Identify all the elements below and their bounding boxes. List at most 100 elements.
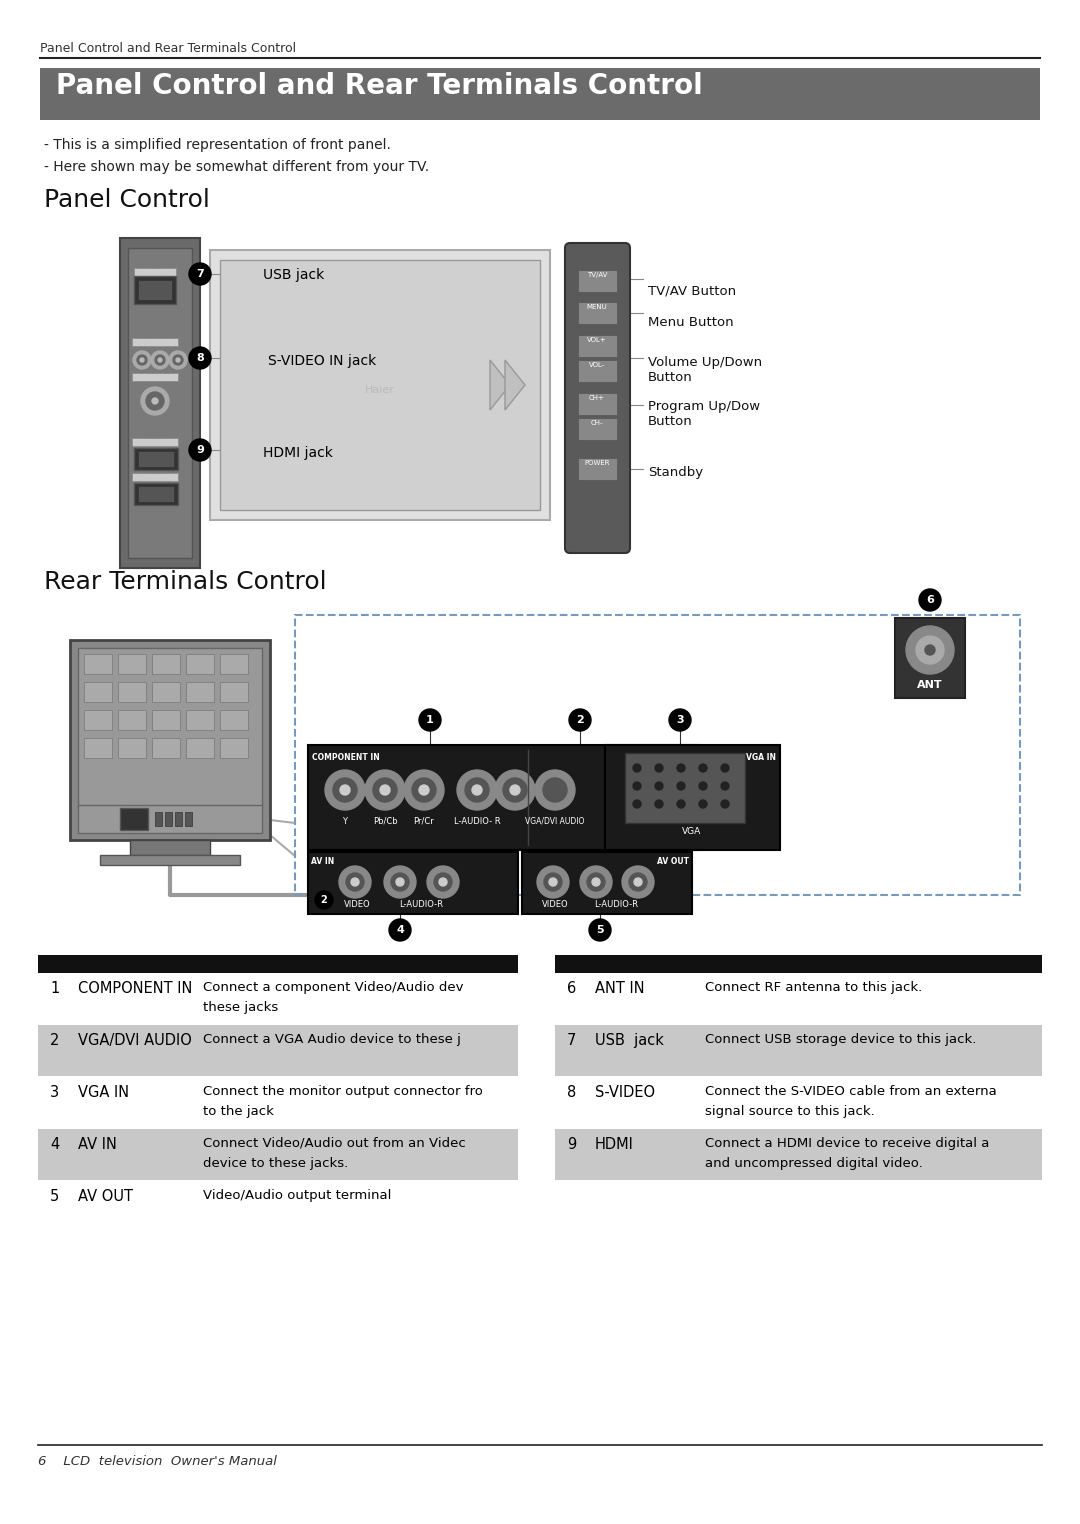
Text: S-VIDEO IN jack: S-VIDEO IN jack [268, 354, 376, 367]
Circle shape [654, 764, 663, 773]
Circle shape [699, 782, 707, 789]
Text: 6: 6 [926, 594, 934, 605]
Text: L-AUDIO-R: L-AUDIO-R [399, 901, 443, 908]
Text: CH-: CH- [591, 421, 604, 427]
Bar [152, 710, 180, 730]
Text: L-AUDIO-R: L-AUDIO-R [594, 901, 638, 908]
Circle shape [580, 866, 612, 898]
Text: Connect USB storage device to this jack.: Connect USB storage device to this jack. [705, 1033, 976, 1045]
Text: VIDEO: VIDEO [542, 901, 568, 908]
Bar [134, 448, 178, 469]
Text: VGA IN: VGA IN [746, 753, 777, 762]
Text: Rear Terminals Control: Rear Terminals Control [44, 570, 326, 594]
Bar [100, 855, 240, 866]
FancyBboxPatch shape [565, 242, 630, 553]
Text: MENU: MENU [586, 303, 607, 309]
Text: Menu Button: Menu Button [648, 315, 733, 329]
Text: VOL-: VOL- [589, 363, 605, 367]
Bar [152, 738, 180, 757]
Circle shape [434, 873, 453, 892]
Text: VIDEO: VIDEO [343, 901, 370, 908]
Bar [138, 280, 172, 300]
Text: VGA: VGA [683, 828, 702, 837]
Circle shape [633, 764, 642, 773]
Circle shape [677, 782, 685, 789]
Circle shape [141, 387, 168, 415]
Bar [220, 738, 248, 757]
Bar [84, 683, 112, 703]
Circle shape [419, 709, 441, 732]
Circle shape [411, 777, 436, 802]
Text: 2: 2 [576, 715, 584, 725]
Circle shape [634, 878, 642, 885]
Bar [120, 808, 148, 831]
Circle shape [721, 782, 729, 789]
Text: VGA/DVI AUDIO: VGA/DVI AUDIO [78, 1033, 192, 1049]
Text: 1: 1 [50, 981, 59, 997]
Text: device to these jacks.: device to these jacks. [203, 1157, 348, 1170]
Bar [220, 261, 540, 511]
Text: Connect Video/Audio out from an Videc: Connect Video/Audio out from an Videc [203, 1137, 465, 1151]
Text: TV/AV Button: TV/AV Button [648, 283, 737, 297]
Text: AV OUT: AV OUT [657, 856, 689, 866]
Text: POWER: POWER [584, 460, 610, 466]
Circle shape [535, 770, 575, 809]
Circle shape [472, 785, 482, 796]
Circle shape [140, 358, 144, 363]
Bar [578, 335, 617, 357]
Text: Volume Up/Down
Button: Volume Up/Down Button [648, 357, 762, 384]
Circle shape [339, 866, 372, 898]
Text: AV IN: AV IN [311, 856, 334, 866]
Polygon shape [505, 360, 525, 410]
Text: ANT: ANT [917, 680, 943, 690]
Circle shape [146, 392, 164, 410]
Bar [70, 640, 270, 840]
Bar [308, 852, 518, 914]
Circle shape [457, 770, 497, 809]
Bar [118, 710, 146, 730]
Bar [118, 738, 146, 757]
Bar [605, 745, 780, 850]
Bar [578, 302, 617, 325]
Bar [185, 812, 192, 826]
Circle shape [654, 800, 663, 808]
Circle shape [137, 355, 147, 366]
Bar [40, 69, 1040, 120]
Bar [156, 812, 162, 826]
Circle shape [503, 777, 527, 802]
Text: 8: 8 [197, 354, 204, 363]
Bar [555, 956, 1042, 972]
Bar [118, 654, 146, 674]
Bar [152, 654, 180, 674]
Bar [132, 338, 178, 346]
Circle shape [654, 782, 663, 789]
Bar [152, 683, 180, 703]
Text: Program Up/Dow
Button: Program Up/Dow Button [648, 399, 760, 428]
Text: Pb/Cb: Pb/Cb [373, 817, 397, 826]
Text: 1: 1 [427, 715, 434, 725]
Circle shape [592, 878, 600, 885]
Circle shape [152, 398, 158, 404]
Text: 2: 2 [321, 895, 327, 905]
Bar [129, 248, 192, 558]
Circle shape [699, 800, 707, 808]
Circle shape [537, 866, 569, 898]
Bar [578, 270, 617, 293]
Circle shape [151, 351, 168, 369]
Text: VOL+: VOL+ [588, 337, 607, 343]
Bar [38, 1129, 518, 1180]
Text: Pr/Cr: Pr/Cr [414, 817, 434, 826]
Text: USB  jack: USB jack [595, 1033, 664, 1049]
Text: Y: Y [342, 817, 348, 826]
Bar [118, 683, 146, 703]
Text: 4: 4 [396, 925, 404, 936]
Text: and uncompressed digital video.: and uncompressed digital video. [705, 1157, 922, 1170]
Text: 2: 2 [50, 1033, 59, 1049]
Circle shape [589, 919, 611, 940]
Circle shape [315, 892, 333, 908]
Bar [138, 486, 174, 501]
Text: VGA/DVI AUDIO: VGA/DVI AUDIO [525, 817, 584, 826]
Circle shape [677, 764, 685, 773]
Bar [132, 472, 178, 482]
Circle shape [156, 355, 165, 366]
